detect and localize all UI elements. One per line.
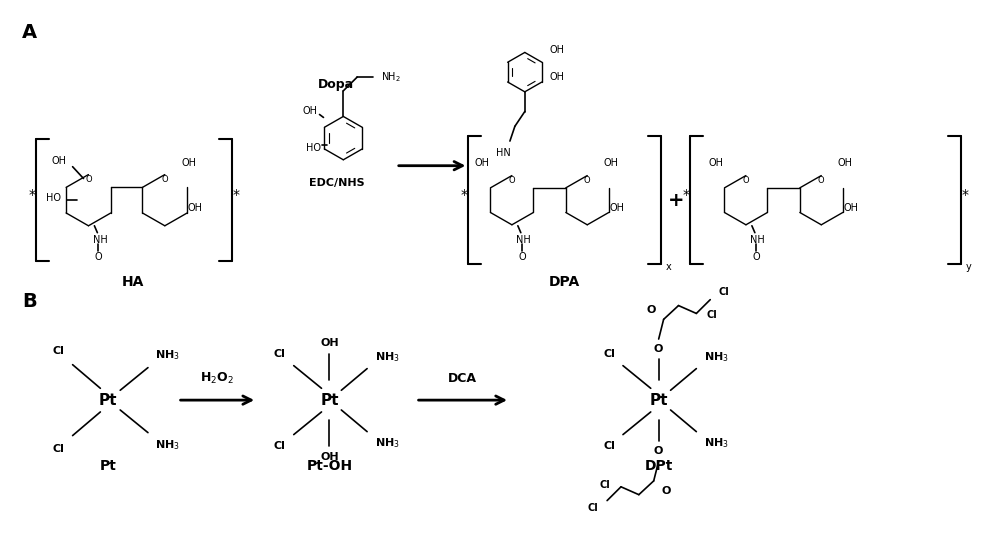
Text: O: O: [584, 176, 591, 185]
Text: NH$_3$: NH$_3$: [375, 437, 399, 450]
Text: Cl: Cl: [53, 444, 65, 454]
Text: y: y: [966, 262, 972, 272]
Text: O: O: [752, 252, 760, 262]
Text: *: *: [683, 188, 690, 202]
Text: HA: HA: [122, 275, 144, 289]
Text: Cl: Cl: [274, 442, 286, 452]
Text: x: x: [666, 262, 671, 272]
Text: B: B: [22, 292, 37, 311]
Text: Cl: Cl: [588, 504, 599, 514]
Text: O: O: [646, 305, 655, 315]
Text: Pt: Pt: [99, 393, 118, 408]
Text: O: O: [509, 176, 515, 185]
Text: NH: NH: [516, 234, 531, 244]
Text: OH: OH: [610, 203, 625, 213]
Text: NH: NH: [93, 234, 108, 244]
Text: OH: OH: [549, 72, 564, 82]
Text: OH: OH: [320, 452, 339, 462]
Text: OH: OH: [604, 158, 619, 168]
Text: O: O: [95, 252, 102, 262]
Text: *: *: [28, 188, 35, 202]
Text: O: O: [518, 252, 526, 262]
Text: OH: OH: [838, 158, 853, 168]
Text: O: O: [162, 175, 168, 184]
Text: A: A: [22, 23, 37, 42]
Text: NH$_3$: NH$_3$: [155, 439, 180, 452]
Text: O: O: [654, 344, 663, 354]
Text: *: *: [962, 188, 969, 202]
Text: NH: NH: [750, 234, 765, 244]
Text: Cl: Cl: [600, 480, 610, 490]
Text: O: O: [818, 176, 825, 185]
Text: OH: OH: [51, 156, 66, 166]
Text: NH$_3$: NH$_3$: [704, 437, 729, 450]
Text: O: O: [662, 486, 671, 496]
Text: +: +: [668, 191, 685, 209]
Text: Pt: Pt: [649, 393, 668, 408]
Text: HO: HO: [46, 193, 61, 203]
Text: Cl: Cl: [53, 346, 65, 356]
Text: NH$_2$: NH$_2$: [381, 70, 401, 84]
Text: HO: HO: [306, 143, 321, 153]
Text: NH$_3$: NH$_3$: [375, 350, 399, 363]
Text: Pt: Pt: [320, 393, 339, 408]
Text: Cl: Cl: [603, 349, 615, 359]
Text: O: O: [743, 176, 749, 185]
Text: NH$_3$: NH$_3$: [155, 348, 180, 362]
Text: OH: OH: [181, 158, 196, 168]
Text: OH: OH: [475, 158, 490, 168]
Text: OH: OH: [187, 203, 202, 213]
Text: Cl: Cl: [707, 310, 718, 320]
Text: OH: OH: [709, 158, 724, 168]
Text: HN: HN: [496, 148, 510, 158]
Text: EDC/NHS: EDC/NHS: [309, 178, 364, 188]
Text: *: *: [233, 188, 240, 202]
Text: OH: OH: [844, 203, 859, 213]
Text: DCA: DCA: [448, 372, 477, 385]
Text: DPA: DPA: [549, 275, 580, 289]
Text: H$_2$O$_2$: H$_2$O$_2$: [200, 371, 234, 386]
Text: Cl: Cl: [274, 349, 286, 359]
Text: DPt: DPt: [644, 459, 673, 473]
Text: OH: OH: [302, 106, 317, 116]
Text: O: O: [85, 175, 92, 184]
Text: Cl: Cl: [719, 287, 729, 297]
Text: Dopa: Dopa: [318, 79, 354, 91]
Text: Pt: Pt: [100, 459, 117, 473]
Text: O: O: [654, 447, 663, 456]
Text: OH: OH: [549, 45, 564, 55]
Text: *: *: [461, 188, 468, 202]
Text: NH$_3$: NH$_3$: [704, 350, 729, 363]
Text: OH: OH: [320, 338, 339, 348]
Text: Cl: Cl: [603, 442, 615, 452]
Text: Pt-OH: Pt-OH: [306, 459, 352, 473]
